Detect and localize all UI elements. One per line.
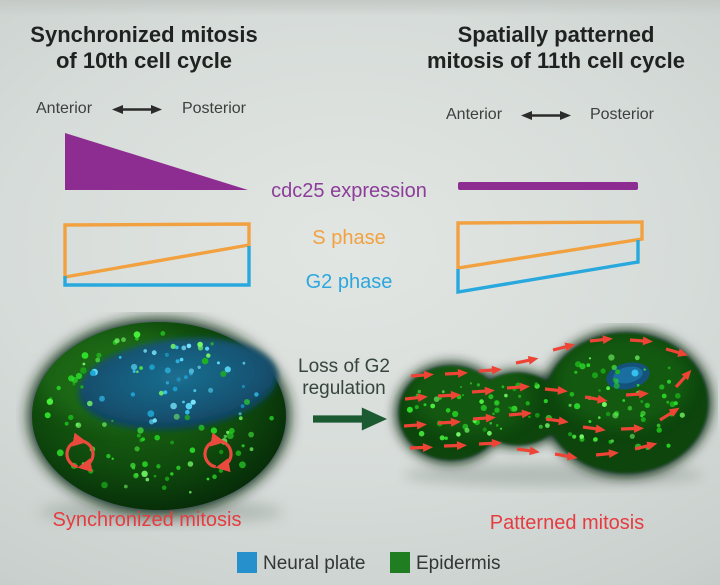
g2-phase-label: G2 phase [305,271,393,293]
right-embryo [396,330,711,486]
double-arrow-icon [112,104,162,114]
right-title: Spatially patterned mitosis of 11th cell… [412,22,700,74]
left-phase-box [63,222,251,287]
cdc25-label: cdc25 expression [271,180,427,202]
neural-plate-legend-label: Neural plate [263,553,366,574]
left-s-phase-shape [63,222,251,280]
double-arrow-icon [521,110,571,120]
right-axis-row: Anterior Posterior [446,106,654,124]
cdc25-uniform-bar [458,182,638,190]
left-anterior-label: Anterior [36,100,93,117]
epidermis-swatch [390,552,410,573]
left-title: Synchronized mitosis of 10th cell cycle [10,22,278,74]
left-axis-row: Anterior Posterior [36,100,246,118]
right-s-phase-shape [456,220,644,270]
left-embryo-caption: Synchronized mitosis [52,509,242,531]
s-phase-label: S phase [312,227,386,249]
transition-label-line2: regulation [302,378,386,399]
left-title-line2: of 10th cell cycle [55,48,233,73]
epidermis-legend-label: Epidermis [416,553,501,574]
left-title-line1: Synchronized mitosis [30,22,258,47]
cdc25-gradient-triangle [65,133,248,190]
left-neural-plate [78,338,278,430]
right-anterior-label: Anterior [446,106,503,123]
transition-label: Loss of G2 regulation [283,356,405,400]
left-g2-phase-shape [63,246,251,287]
patterned-mitosis-arrows [403,335,692,461]
right-arrow-icon [313,407,387,431]
right-embryo-cell-dots [406,354,685,450]
right-title-line2: mitosis of 11th cell cycle [426,48,685,73]
neural-plate-swatch [237,552,257,573]
right-g2-phase-shape [456,240,640,295]
right-embryo-caption: Patterned mitosis [489,512,645,534]
right-posterior-label: Posterior [589,106,654,123]
right-phase-box [456,220,644,295]
left-embryo [29,319,289,524]
left-posterior-label: Posterior [181,100,246,117]
right-title-line1: Spatially patterned [457,22,655,47]
cycle-arrow-icon [203,432,233,473]
transition-label-line1: Loss of G2 [298,356,390,377]
cycle-arrow-icon [65,432,95,473]
